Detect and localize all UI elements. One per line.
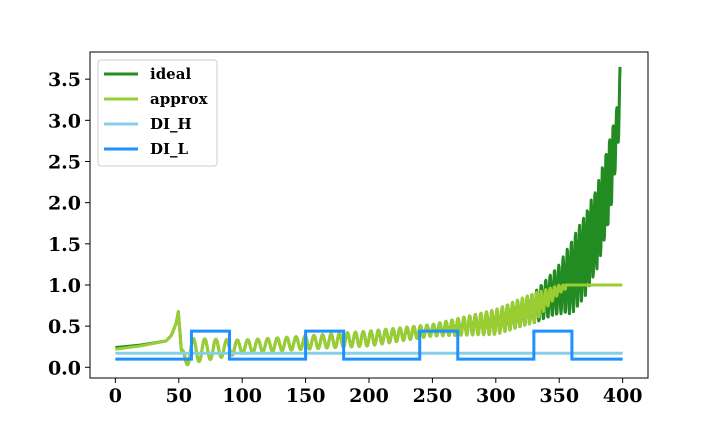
x-tick-label: 250 [413,385,453,407]
x-tick-label: 0 [109,385,122,407]
x-tick-label: 50 [166,385,192,407]
x-axis-ticks: 0 50 100 150 200 250 300 350 400 [109,378,643,407]
legend-label: DI_L [150,140,189,158]
x-tick-label: 350 [539,385,579,407]
y-tick-label: 2.5 [48,151,81,173]
series-line-approx [114,283,624,367]
y-tick-label: 3.5 [48,69,81,91]
legend-label: DI_H [150,115,192,133]
legend-label: ideal [150,65,191,83]
y-axis-ticks: 0.0 0.5 1.0 1.5 2.0 2.5 3.0 3.5 [48,69,90,379]
y-tick-label: 3.0 [48,110,81,132]
x-tick-label: 200 [349,385,389,407]
y-tick-label: 0.0 [48,357,81,379]
y-tick-label: 1.5 [48,234,81,256]
y-tick-label: 0.5 [48,316,81,338]
y-tick-label: 2.0 [48,193,81,215]
x-tick-label: 150 [286,385,326,407]
x-tick-label: 400 [603,385,643,407]
y-tick-label: 1.0 [48,275,81,297]
x-tick-label: 100 [222,385,262,407]
legend-box [97,59,218,167]
series-line-di-l [115,329,623,361]
legend-label: approx [150,90,209,108]
x-tick-label: 300 [476,385,516,407]
series-layer [114,66,624,367]
legend: ideal approx DI_H DI_L [97,59,218,167]
